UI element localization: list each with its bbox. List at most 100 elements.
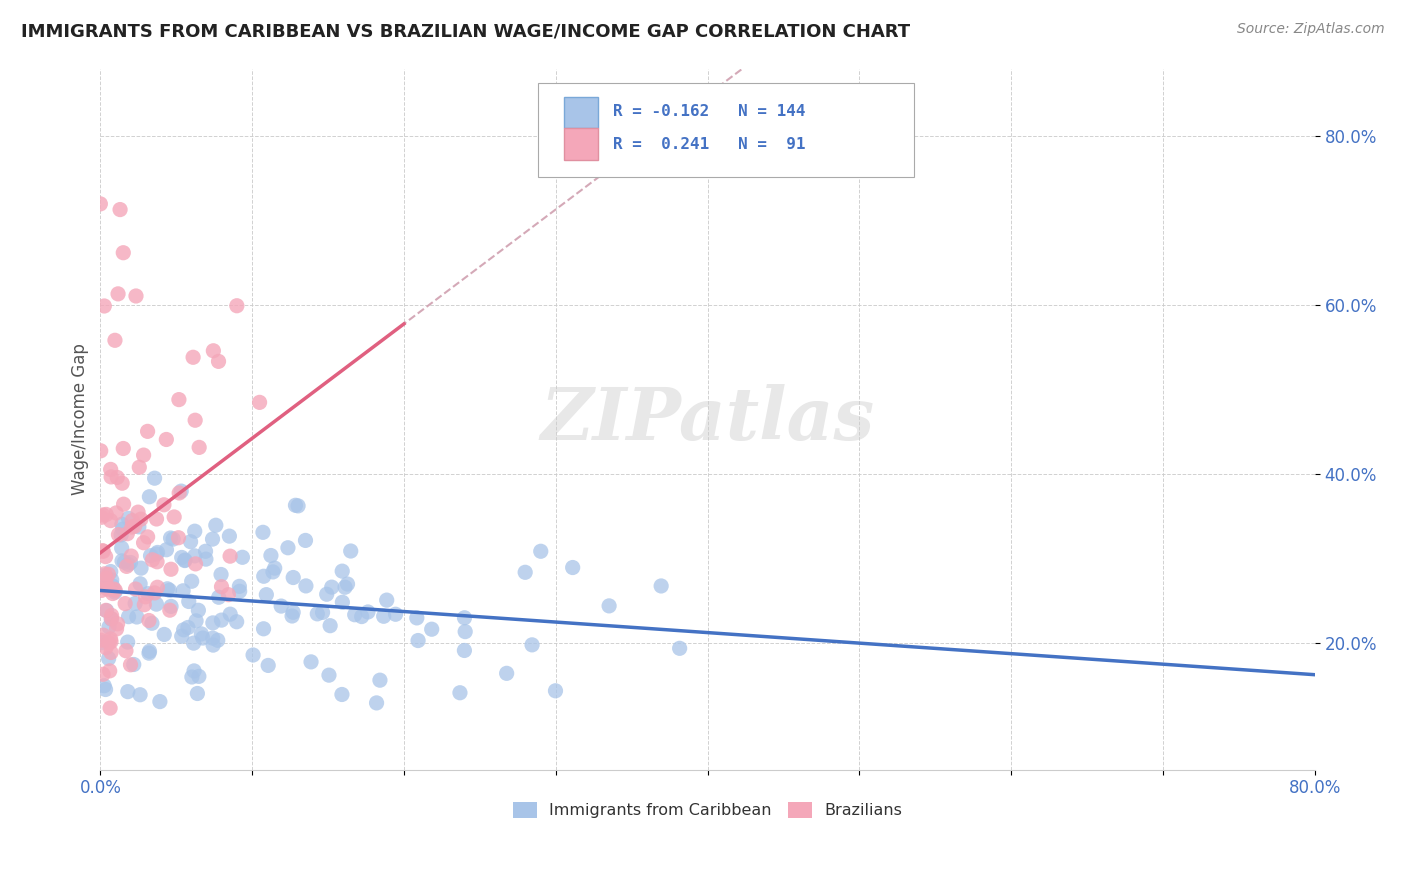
Point bbox=[100, 565, 122, 579]
Point bbox=[257, 658, 280, 673]
Point bbox=[284, 498, 307, 512]
Point bbox=[97, 567, 120, 582]
Point bbox=[186, 686, 208, 700]
Point bbox=[208, 591, 231, 605]
Point bbox=[253, 569, 276, 583]
Point bbox=[112, 442, 135, 456]
Point bbox=[91, 544, 114, 558]
Point bbox=[172, 583, 194, 598]
Point bbox=[93, 679, 115, 693]
Point bbox=[93, 566, 115, 581]
Point bbox=[260, 549, 283, 563]
Text: ZIPatlas: ZIPatlas bbox=[540, 384, 875, 455]
Point bbox=[231, 550, 253, 565]
Point bbox=[136, 587, 159, 601]
Point bbox=[228, 584, 250, 599]
Point bbox=[97, 651, 120, 665]
Point bbox=[114, 597, 136, 611]
Point bbox=[107, 286, 129, 301]
Point bbox=[170, 629, 193, 643]
Point bbox=[183, 636, 205, 650]
Point bbox=[202, 343, 225, 358]
Text: IMMIGRANTS FROM CARIBBEAN VS BRAZILIAN WAGE/INCOME GAP CORRELATION CHART: IMMIGRANTS FROM CARIBBEAN VS BRAZILIAN W… bbox=[21, 22, 910, 40]
Point bbox=[98, 664, 121, 678]
Point bbox=[160, 562, 183, 576]
Point bbox=[122, 657, 145, 672]
Point bbox=[242, 648, 264, 662]
Point bbox=[153, 498, 176, 512]
Point bbox=[343, 607, 366, 622]
Point bbox=[211, 613, 233, 627]
Point bbox=[100, 470, 122, 484]
Point bbox=[111, 476, 134, 491]
Point bbox=[117, 684, 139, 698]
Point bbox=[93, 299, 115, 313]
Point bbox=[94, 581, 117, 595]
FancyBboxPatch shape bbox=[564, 96, 598, 128]
Point bbox=[209, 567, 232, 582]
Point bbox=[350, 609, 373, 624]
Point bbox=[124, 519, 146, 533]
Point bbox=[295, 579, 318, 593]
Point bbox=[598, 599, 620, 613]
Point bbox=[94, 640, 117, 655]
Point bbox=[650, 579, 672, 593]
Point bbox=[520, 638, 543, 652]
Point bbox=[115, 559, 138, 574]
Point bbox=[105, 470, 128, 484]
Point bbox=[103, 582, 125, 596]
Point bbox=[249, 395, 271, 409]
Point bbox=[124, 597, 146, 611]
Point bbox=[153, 627, 176, 641]
Point bbox=[225, 615, 247, 629]
Point bbox=[184, 557, 207, 571]
Point bbox=[183, 524, 205, 539]
Point bbox=[211, 580, 233, 594]
Point bbox=[194, 552, 217, 566]
Point bbox=[145, 512, 167, 526]
Point bbox=[330, 564, 353, 578]
Point bbox=[668, 641, 690, 656]
Point bbox=[406, 633, 429, 648]
Point bbox=[315, 587, 337, 601]
Point bbox=[191, 631, 214, 645]
Point bbox=[181, 351, 204, 365]
Point bbox=[143, 586, 166, 600]
Point bbox=[128, 520, 150, 534]
Point bbox=[201, 631, 224, 645]
Text: Source: ZipAtlas.com: Source: ZipAtlas.com bbox=[1237, 22, 1385, 37]
Point bbox=[129, 576, 152, 591]
Point bbox=[167, 486, 190, 500]
Point bbox=[366, 696, 388, 710]
Point bbox=[100, 573, 122, 587]
Point bbox=[254, 588, 277, 602]
Point bbox=[368, 673, 391, 688]
Point bbox=[96, 604, 118, 618]
Point bbox=[94, 603, 117, 617]
Point bbox=[111, 522, 134, 536]
Point bbox=[177, 620, 200, 634]
Point bbox=[96, 571, 118, 585]
Point bbox=[454, 624, 477, 639]
Point bbox=[219, 549, 242, 564]
Point bbox=[114, 555, 136, 569]
Point bbox=[252, 525, 274, 540]
Point bbox=[159, 531, 181, 545]
Point bbox=[333, 580, 356, 594]
Point bbox=[174, 553, 197, 567]
Point bbox=[125, 610, 148, 624]
Point bbox=[207, 354, 229, 368]
Point bbox=[204, 518, 226, 533]
Point bbox=[129, 561, 152, 575]
Point bbox=[228, 579, 250, 593]
Point bbox=[190, 627, 212, 641]
Point bbox=[120, 549, 142, 563]
Text: R =  0.241   N =  91: R = 0.241 N = 91 bbox=[613, 136, 806, 152]
Point bbox=[218, 529, 240, 543]
Point bbox=[180, 670, 202, 684]
Point bbox=[104, 585, 127, 599]
Point bbox=[105, 506, 128, 520]
Point bbox=[139, 549, 162, 563]
Point bbox=[138, 646, 160, 660]
Point bbox=[155, 542, 177, 557]
